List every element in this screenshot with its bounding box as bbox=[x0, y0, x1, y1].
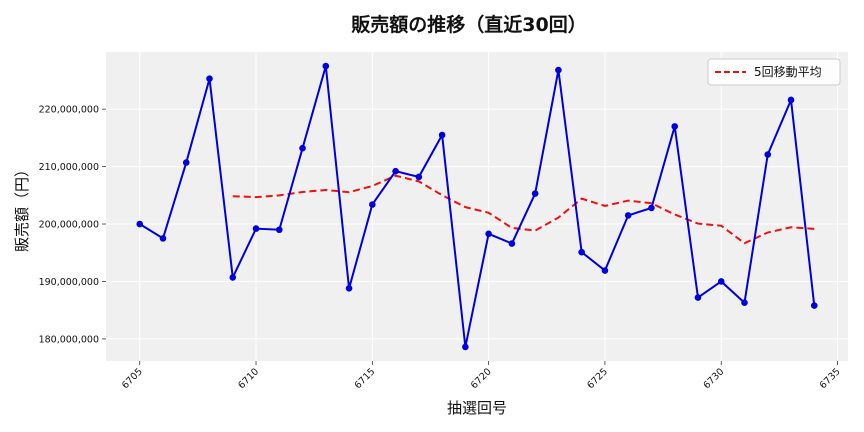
data-point bbox=[717, 278, 725, 285]
legend-label-moving-average: 5回移動平均 bbox=[754, 65, 822, 79]
data-point bbox=[369, 201, 376, 208]
x-axis-ticks: 6705 6710 6715 6720 6725 6730 6735 bbox=[120, 361, 843, 391]
x-tick-label: 6720 bbox=[469, 366, 494, 391]
data-point bbox=[345, 285, 353, 292]
data-point bbox=[252, 225, 260, 232]
data-point bbox=[508, 240, 516, 247]
data-point bbox=[648, 204, 655, 212]
x-tick-label: 6725 bbox=[585, 366, 610, 391]
data-point bbox=[555, 66, 562, 74]
data-point bbox=[601, 267, 609, 274]
chart-title: 販売額の推移（直近30回） bbox=[351, 13, 586, 36]
data-point bbox=[182, 159, 190, 166]
data-point bbox=[741, 299, 748, 307]
grid-lines bbox=[106, 52, 848, 361]
y-tick-label: 210,000,000 bbox=[39, 162, 99, 173]
y-axis-label: 販売額（円） bbox=[13, 162, 31, 252]
series-line-sales bbox=[139, 65, 816, 348]
data-point bbox=[136, 220, 144, 228]
y-tick-label: 180,000,000 bbox=[39, 334, 99, 345]
x-tick-label: 6710 bbox=[236, 366, 261, 391]
data-point bbox=[810, 302, 818, 309]
data-point bbox=[392, 167, 399, 175]
x-tick-label: 6730 bbox=[701, 366, 726, 391]
data-point bbox=[578, 248, 585, 256]
data-point bbox=[229, 274, 237, 281]
x-axis-label: 抽選回号 bbox=[447, 399, 507, 417]
data-point bbox=[531, 190, 539, 197]
data-point bbox=[299, 144, 306, 152]
data-point bbox=[415, 173, 423, 181]
data-point bbox=[671, 123, 679, 130]
data-point bbox=[275, 226, 283, 234]
plot-area bbox=[106, 52, 848, 361]
data-point bbox=[624, 212, 632, 219]
x-tick-label: 6705 bbox=[120, 366, 145, 391]
y-tick-label: 190,000,000 bbox=[39, 277, 99, 288]
data-point bbox=[159, 235, 167, 242]
data-point bbox=[787, 96, 795, 104]
data-point bbox=[764, 151, 772, 158]
legend-box bbox=[707, 58, 841, 86]
data-point bbox=[206, 75, 213, 83]
data-point bbox=[462, 343, 469, 351]
data-point bbox=[322, 62, 330, 70]
x-tick-label: 6715 bbox=[353, 366, 378, 391]
data-point bbox=[438, 131, 446, 139]
legend: 5回移動平均 bbox=[707, 58, 841, 86]
data-point bbox=[485, 230, 492, 238]
x-tick-label: 6735 bbox=[818, 366, 843, 391]
series-line-moving-average bbox=[232, 174, 815, 245]
data-point bbox=[694, 294, 702, 301]
y-tick-label: 200,000,000 bbox=[39, 220, 99, 231]
y-tick-label: 220,000,000 bbox=[39, 105, 99, 116]
y-axis-ticks: 180,000,000 190,000,000 200,000,000 210,000… bbox=[39, 105, 106, 345]
series-layer bbox=[136, 62, 818, 351]
